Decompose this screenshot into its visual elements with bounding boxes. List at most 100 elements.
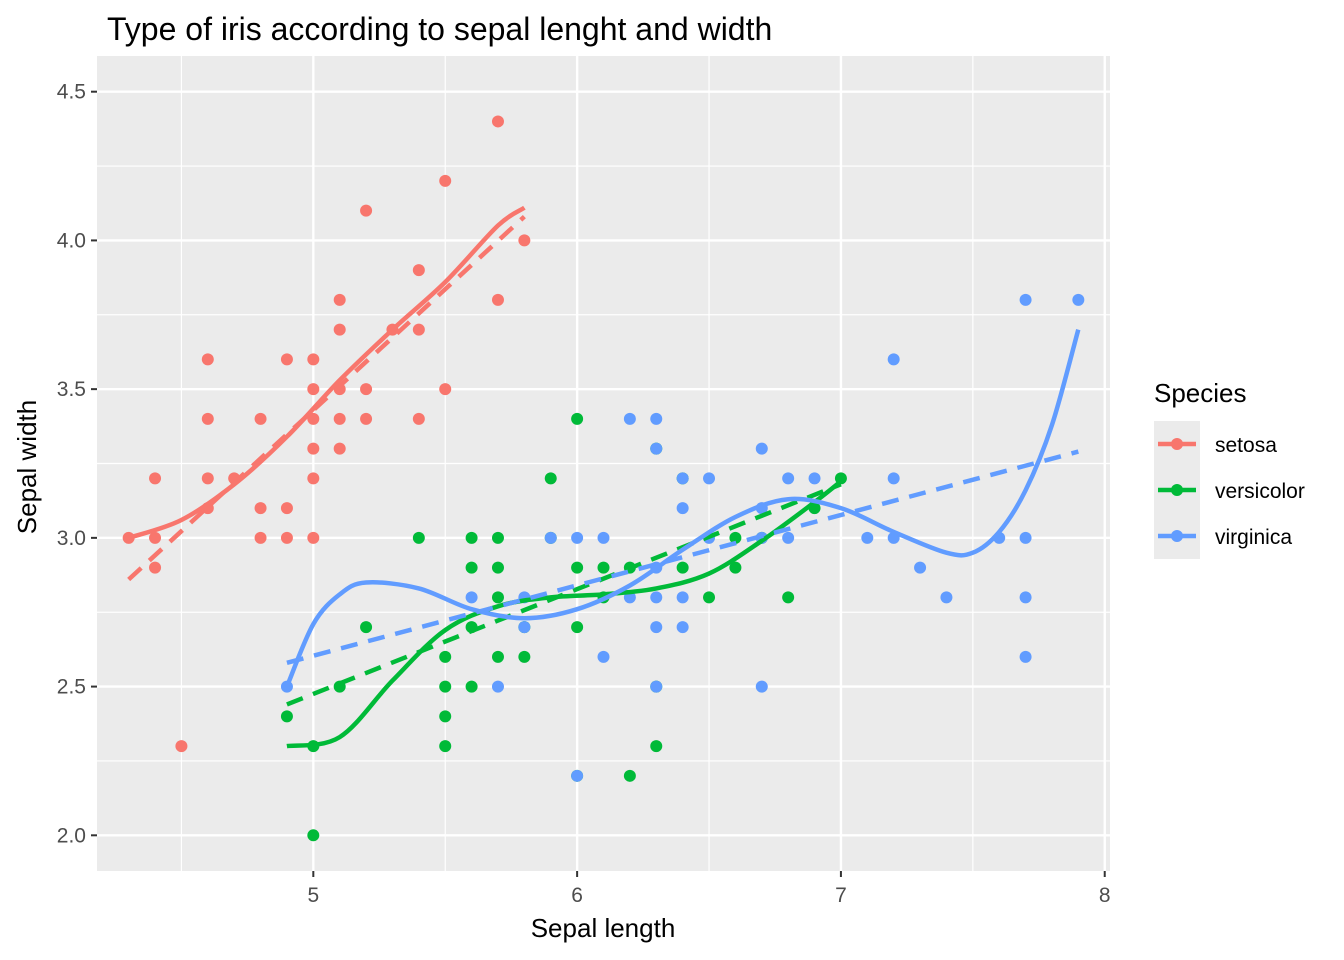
point-virginica [623,412,636,425]
point-setosa [149,472,162,485]
point-setosa [439,174,452,187]
point-virginica [491,680,504,693]
point-setosa [439,383,452,396]
point-virginica [1019,650,1032,663]
point-virginica [914,561,927,574]
point-virginica [861,531,874,544]
point-versicolor [571,561,584,574]
point-setosa [254,412,267,425]
point-versicolor [280,710,293,723]
point-setosa [333,442,346,455]
point-versicolor [544,472,557,485]
x-tick-label: 5 [307,884,319,907]
legend-point-setosa [1171,438,1183,450]
point-setosa [412,264,425,277]
point-setosa [412,412,425,425]
point-setosa [280,353,293,366]
legend-point-virginica [1171,530,1183,542]
x-tick-label: 6 [571,884,583,907]
point-setosa [333,293,346,306]
legend-label-setosa: setosa [1215,434,1277,457]
point-setosa [491,293,504,306]
y-tick-label: 4.5 [57,81,86,104]
point-setosa [307,383,320,396]
point-setosa [360,412,373,425]
point-setosa [254,531,267,544]
point-virginica [518,621,531,634]
point-virginica [1019,531,1032,544]
point-setosa [307,442,320,455]
point-virginica [676,472,689,485]
point-setosa [491,115,504,128]
point-virginica [650,621,663,634]
point-setosa [307,531,320,544]
linear-fit-setosa [127,214,526,582]
point-versicolor [465,680,478,693]
point-virginica [703,472,716,485]
point-virginica [755,442,768,455]
point-versicolor [571,621,584,634]
y-tick-label: 2.0 [57,824,86,847]
point-virginica [650,591,663,604]
point-versicolor [439,650,452,663]
legend: Species setosa versicolor virginica [1154,378,1305,559]
point-versicolor [439,680,452,693]
point-virginica [597,650,610,663]
linear-fit-versicolor [286,482,842,707]
point-virginica [1019,591,1032,604]
point-versicolor [360,621,373,634]
point-setosa [201,472,214,485]
legend-label-versicolor: versicolor [1215,480,1305,503]
point-virginica [887,472,900,485]
point-setosa [333,412,346,425]
point-versicolor [729,531,742,544]
point-versicolor [439,710,452,723]
point-setosa [307,353,320,366]
point-setosa [201,353,214,366]
point-virginica [676,591,689,604]
point-versicolor [491,531,504,544]
point-setosa [518,234,531,247]
point-versicolor [703,591,716,604]
y-tick-label: 4.0 [57,229,86,252]
point-versicolor [597,561,610,574]
grid-minor [97,56,1110,871]
point-versicolor [412,531,425,544]
y-tick-label: 3.5 [57,378,86,401]
point-setosa [307,472,320,485]
point-versicolor [465,561,478,574]
legend-title: Species [1154,378,1247,408]
point-versicolor [650,740,663,753]
point-setosa [333,323,346,336]
point-virginica [1019,293,1032,306]
legend-label-virginica: virginica [1215,526,1292,549]
point-virginica [465,591,478,604]
point-virginica [676,621,689,634]
point-versicolor [623,769,636,782]
point-versicolor [491,650,504,663]
point-virginica [544,531,557,544]
x-tick-label: 7 [835,884,847,907]
y-axis-title: Sepal width [12,400,42,534]
point-setosa [360,383,373,396]
point-virginica [650,412,663,425]
point-virginica [571,769,584,782]
point-setosa [280,502,293,515]
point-setosa [307,412,320,425]
point-setosa [149,561,162,574]
point-versicolor [729,561,742,574]
smooth-fit-setosa [127,205,526,541]
chart-title: Type of iris according to sepal lenght a… [107,11,772,47]
point-setosa [280,531,293,544]
smooth-fit-virginica [284,329,1081,688]
point-virginica [571,531,584,544]
point-versicolor [307,829,320,842]
point-setosa [175,740,188,753]
point-virginica [940,591,953,604]
point-versicolor [676,561,689,574]
smooth-fit-versicolor [286,479,843,749]
x-tick-label: 8 [1099,884,1111,907]
point-virginica [650,680,663,693]
y-tick-label: 3.0 [57,527,86,550]
